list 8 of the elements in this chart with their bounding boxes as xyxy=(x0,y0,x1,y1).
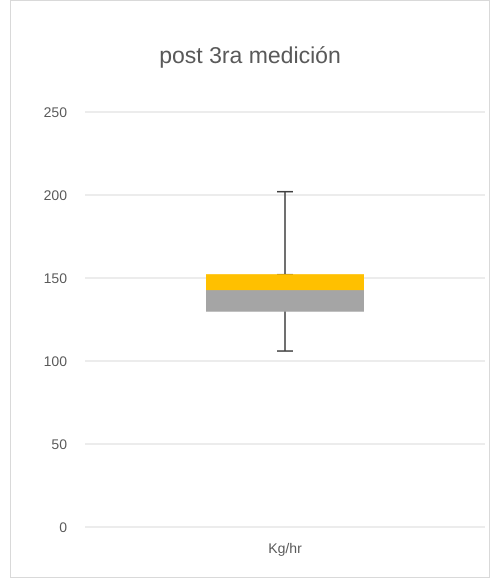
chart-title: post 3ra medición xyxy=(158,42,342,69)
y-tick-label: 50 xyxy=(51,436,68,452)
y-tick-label: 200 xyxy=(44,186,68,203)
y-tick-label: 0 xyxy=(59,518,68,535)
y-tick-label: 250 xyxy=(44,104,68,120)
y-tick-label: 100 xyxy=(44,352,68,369)
y-tick-label: 150 xyxy=(44,270,68,286)
x-tick-label: Kg/hr xyxy=(268,540,302,556)
